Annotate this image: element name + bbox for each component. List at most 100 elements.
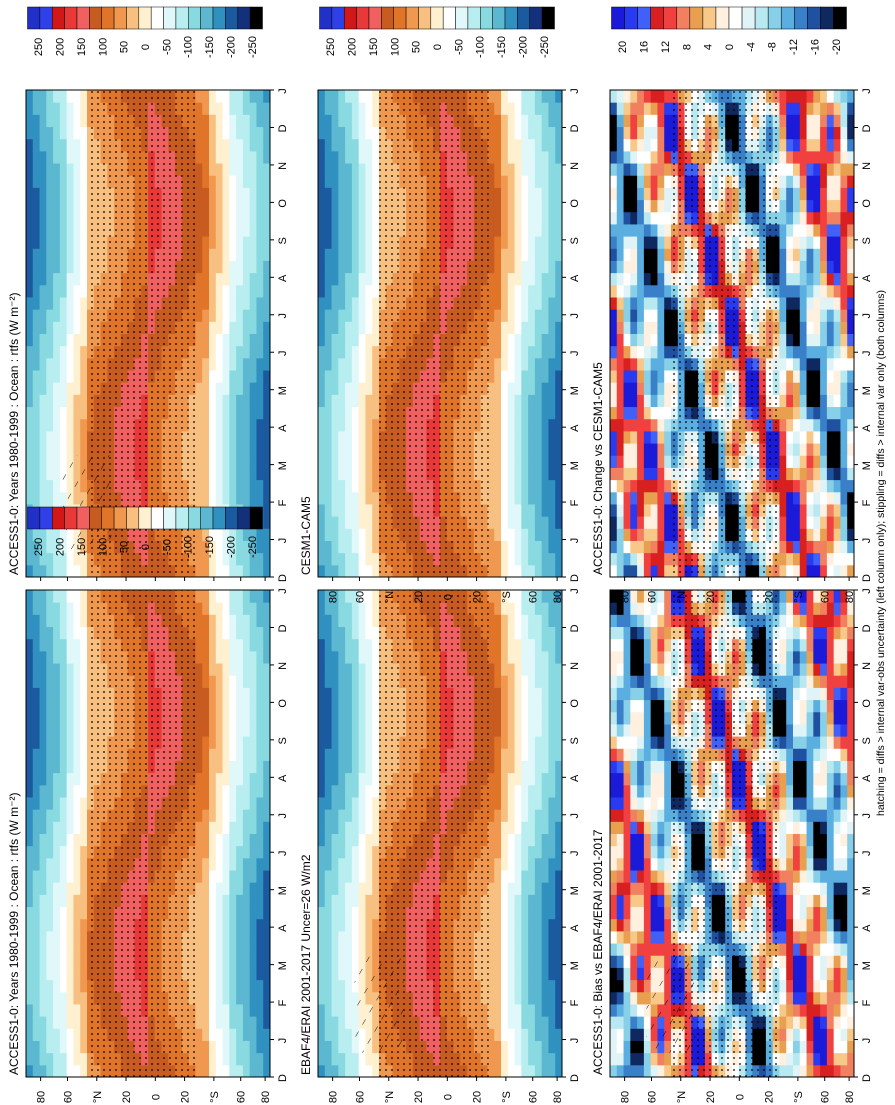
heatmap-cell [256, 1064, 264, 1078]
heatmap-cell [501, 821, 509, 834]
heatmap-cell [215, 967, 224, 981]
heatmap-cell [222, 284, 230, 298]
heatmap-cell [39, 687, 47, 701]
heatmap-cell [521, 723, 529, 737]
heatmap-cell [80, 430, 88, 444]
heatmap-cell [256, 687, 264, 701]
heatmap-cell [514, 870, 522, 883]
heatmap-cell [514, 723, 522, 737]
heatmap-cell [202, 760, 210, 774]
heatmap-cell [46, 138, 54, 152]
heatmap-cell [242, 675, 251, 688]
heatmap-cell [80, 772, 88, 786]
heatmap-cell [229, 699, 237, 713]
heatmap-cell [345, 1003, 353, 1017]
heatmap-cell [195, 443, 203, 456]
heatmap-cell [222, 894, 230, 908]
heatmap-cell [215, 1052, 224, 1066]
heatmap-cell [318, 736, 326, 749]
heatmap-cell [249, 906, 257, 920]
heatmap-cell [195, 370, 203, 383]
heatmap-cell [229, 223, 237, 237]
heatmap-cell [351, 772, 360, 786]
month-tick-label: A [277, 274, 289, 282]
heatmap-cell [324, 882, 333, 895]
heatmap-cell [26, 223, 34, 237]
heatmap-cell [541, 699, 549, 713]
heatmap-cell [53, 723, 61, 737]
heatmap-cell [46, 491, 54, 505]
heatmap-cell [256, 979, 264, 993]
heatmap-cell [39, 614, 47, 628]
heatmap-cell [66, 918, 74, 932]
heatmap-cell [39, 382, 47, 395]
heatmap-cell [53, 614, 61, 628]
heatmap-cell [236, 467, 244, 481]
heatmap-cell [263, 503, 271, 517]
heatmap-cell [324, 187, 333, 201]
heatmap-cell [358, 199, 366, 213]
heatmap-cell [487, 894, 495, 908]
heatmap-cell [358, 943, 366, 956]
heatmap-cell [351, 882, 360, 895]
heatmap-cell [236, 455, 244, 468]
heatmap-cell [249, 187, 257, 201]
heatmap-cell [222, 394, 230, 408]
heatmap-cell [372, 126, 380, 140]
heatmap-cell [215, 382, 224, 395]
heatmap-cell [521, 833, 529, 847]
heatmap-cell [372, 675, 380, 688]
heatmap-cell [73, 357, 81, 371]
heatmap-cell [66, 394, 74, 408]
heatmap-cell [358, 284, 366, 298]
lat-tick-label: 20 [472, 1091, 484, 1103]
heatmap-cell [195, 552, 203, 566]
heatmap-cell [331, 1028, 339, 1041]
heatmap-cell [534, 687, 543, 701]
month-tick-label: J [277, 1038, 289, 1044]
heatmap-cell [534, 711, 543, 725]
heatmap-cell [222, 552, 230, 566]
heatmap-cell [318, 663, 326, 676]
heatmap-cell [236, 638, 244, 652]
heatmap-cell [521, 882, 529, 895]
heatmap-cell [26, 126, 34, 140]
stippling-overlay [87, 590, 197, 1077]
heatmap-cell [494, 699, 502, 713]
heatmap-cell [345, 236, 353, 249]
heatmap-cell [351, 430, 360, 444]
heatmap-cell [351, 833, 360, 847]
colorbar-swatch [76, 506, 90, 530]
heatmap-cell [345, 870, 353, 883]
heatmap-cell [195, 991, 203, 1005]
heatmap-cell [318, 687, 326, 701]
heatmap-cell [229, 784, 237, 798]
heatmap-cell [256, 272, 264, 286]
heatmap-cell [73, 882, 81, 895]
heatmap-cell [351, 296, 360, 310]
heatmap-cell [32, 248, 41, 261]
heatmap-cell [209, 736, 217, 749]
heatmap-cell [338, 991, 346, 1005]
heatmap-cell [345, 443, 353, 456]
heatmap-cell [514, 1003, 522, 1017]
heatmap-cell [59, 1028, 68, 1041]
heatmap-cell [555, 614, 563, 628]
heatmap-cell [345, 102, 353, 115]
heatmap-cell [324, 845, 333, 859]
heatmap-cell [249, 430, 257, 444]
heatmap-cell [46, 309, 54, 322]
heatmap-cell [202, 626, 210, 640]
heatmap-cell [46, 882, 54, 895]
heatmap-cell [53, 345, 61, 359]
heatmap-cell [32, 455, 41, 468]
heatmap-cell [209, 930, 217, 944]
month-tick-label: N [277, 662, 289, 670]
month-tick-label: M [277, 886, 289, 895]
heatmap-cell [331, 443, 339, 456]
heatmap-cell [242, 540, 251, 554]
lat-tick-label: 20 [413, 1091, 425, 1103]
heatmap-cell [80, 552, 88, 566]
heatmap-cell [351, 516, 360, 529]
